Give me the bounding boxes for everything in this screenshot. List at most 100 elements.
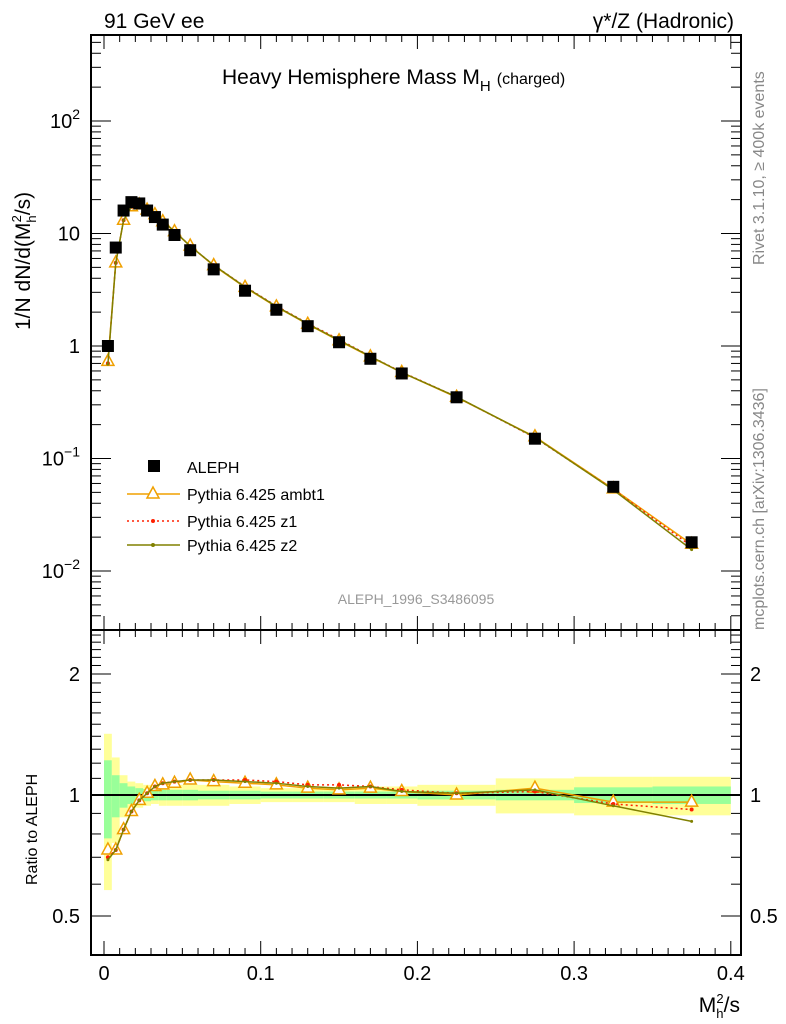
x-tick-label: 0.4: [717, 963, 745, 985]
title-sub: H: [480, 78, 491, 95]
y-tick-base: 10: [42, 449, 64, 471]
data-point: [450, 391, 463, 404]
data-point: [333, 336, 346, 349]
y-axis-label: 1/N dN/d(Mh2/s): [9, 192, 39, 330]
triangle-marker: [684, 793, 699, 807]
legend-marker: [151, 519, 155, 523]
label-subscript: h: [24, 215, 39, 222]
data-point: [364, 352, 377, 365]
triangle-marker: [145, 485, 161, 499]
label-superscript: 2: [9, 215, 24, 222]
ratio-y-tick-label: 2: [69, 664, 80, 686]
series-marker: [145, 791, 149, 795]
data-point: [168, 228, 181, 241]
series-marker: [114, 261, 118, 265]
data-point: [395, 367, 408, 380]
y-tick-base: 10: [42, 561, 64, 583]
header-right: γ*/Z (Hadronic): [593, 10, 734, 33]
series-marker: [188, 778, 192, 782]
x-tick-label: 0.1: [247, 963, 275, 985]
label-subscript: h: [716, 1006, 723, 1021]
y-tick-label: 10−2: [42, 556, 80, 583]
data-point: [239, 284, 252, 297]
legend-entry: Pythia 6.425 z2: [127, 538, 297, 555]
legend-label-data: ALEPH: [187, 460, 239, 477]
series-marker: [129, 809, 133, 813]
series-2: [106, 203, 694, 862]
legend-marker-data: [148, 460, 160, 472]
mcplots-label: mcplots.cern.ch [arXiv:1306.3436]: [751, 388, 768, 630]
legend-marker: [151, 543, 155, 547]
series-1: [105, 202, 694, 860]
ratio-y-tick-label-right: 0.5: [750, 906, 778, 928]
series-marker: [173, 780, 177, 784]
data-point: [607, 480, 620, 493]
y-tick-label: 10: [58, 224, 80, 246]
data-point: [685, 536, 698, 549]
stat-uncertainty-band: [111, 775, 120, 818]
label-superscript: 2: [716, 991, 723, 1006]
data-point: [207, 263, 220, 276]
series-marker: [106, 858, 110, 862]
ratio-y-tick-label-right: 2: [750, 664, 761, 686]
series-marker: [106, 362, 110, 366]
series-marker: [533, 788, 537, 792]
series-marker: [137, 798, 141, 802]
series-marker: [122, 218, 126, 222]
y-tick-label: 1: [69, 336, 80, 358]
legend-entry: Pythia 6.425 ambt1: [127, 485, 325, 504]
y-tick-base: 10: [58, 224, 80, 246]
series-marker: [212, 778, 216, 782]
ratio-y-tick-label: 1: [69, 785, 80, 807]
header-left: 91 GeV ee: [104, 10, 204, 33]
series-marker: [690, 819, 694, 823]
x-tick-label: 0: [98, 963, 109, 985]
y-tick-exponent: −1: [64, 444, 80, 460]
x-tick-label: 0.3: [560, 963, 588, 985]
ratio-y-axis-label: Ratio to ALEPH: [24, 774, 41, 885]
label-text: /s): [12, 192, 35, 215]
data-point: [101, 340, 114, 352]
x-axis-label: Mh2/s: [699, 991, 740, 1021]
series-marker: [400, 790, 404, 794]
series-marker: [689, 807, 694, 812]
analysis-label: ALEPH_1996_S3486095: [338, 591, 495, 607]
y-tick-label: 10−1: [42, 444, 80, 471]
ratio-y-tick-label-right: 1: [750, 785, 761, 807]
label-text: /s: [724, 994, 740, 1017]
series-marker: [611, 804, 615, 808]
series-marker: [690, 548, 694, 552]
data-point: [301, 320, 314, 333]
series-marker: [455, 791, 459, 795]
legend-label: Pythia 6.425 z2: [187, 538, 297, 555]
series-marker: [337, 782, 342, 787]
data-point: [528, 432, 541, 445]
y-tick-base: 1: [69, 336, 80, 358]
data-point: [184, 244, 197, 257]
series-marker: [114, 848, 118, 852]
title-main: Heavy Hemisphere Mass M: [222, 66, 480, 89]
data-point: [109, 241, 122, 254]
series-marker: [337, 786, 341, 790]
legend-label: Pythia 6.425 z1: [187, 514, 297, 531]
y-tick-label: 102: [50, 106, 80, 133]
data-point: [270, 303, 283, 316]
series-marker: [161, 781, 165, 785]
data-point: [156, 218, 169, 231]
label-text: 1/N dN/d(M: [12, 223, 35, 330]
x-tick-label: 0.2: [403, 963, 431, 985]
ratio-y-tick-label: 0.5: [52, 906, 80, 928]
legend-label: Pythia 6.425 ambt1: [187, 487, 325, 504]
plot-title: Heavy Hemisphere Mass MH (charged): [222, 66, 565, 95]
series-marker: [306, 784, 310, 788]
series-marker: [122, 828, 126, 832]
series-marker: [243, 780, 247, 784]
series-marker: [274, 781, 278, 785]
rivet-label: Rivet 3.1.10, ≥ 400k events: [751, 71, 768, 265]
title-suffix: (charged): [497, 71, 565, 88]
stat-uncertainty-band: [104, 760, 112, 839]
series-marker: [368, 784, 372, 788]
y-tick-exponent: −2: [64, 556, 80, 572]
label-text: M: [699, 994, 717, 1017]
